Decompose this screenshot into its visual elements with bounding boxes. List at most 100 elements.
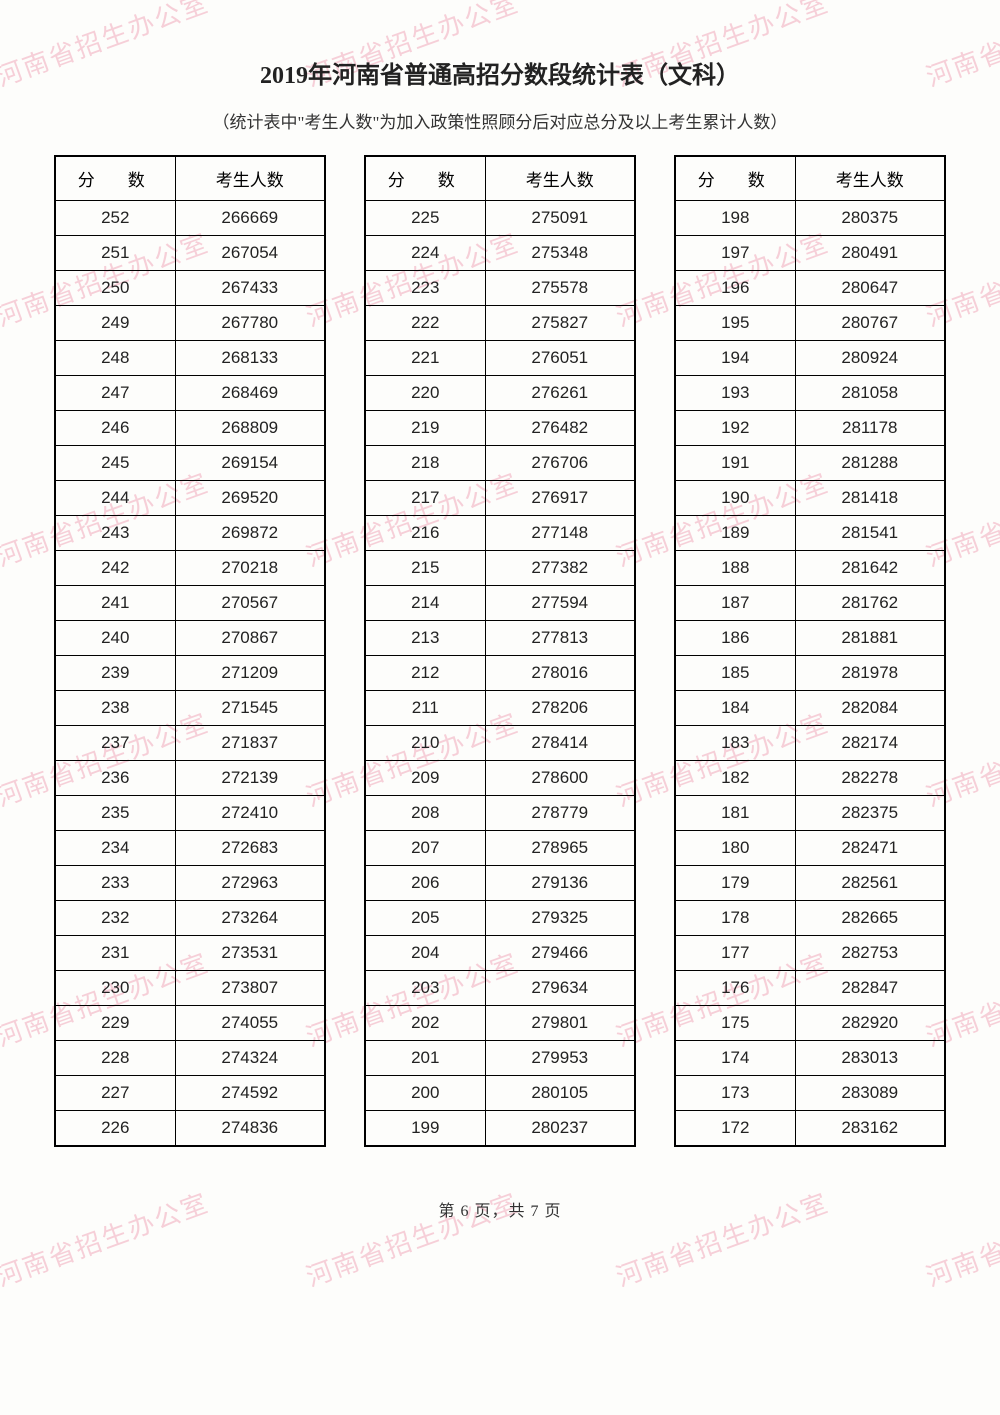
count-header: 考生人数 [175,156,325,201]
table-row: 188281642 [675,551,945,586]
table-row: 216277148 [365,516,635,551]
score-cell: 188 [675,551,795,586]
count-cell: 271837 [175,726,325,761]
score-cell: 231 [55,936,175,971]
table-row: 252266669 [55,201,325,236]
count-cell: 282561 [795,866,945,901]
count-cell: 272410 [175,796,325,831]
count-cell: 275348 [485,236,635,271]
table-row: 224275348 [365,236,635,271]
table-row: 186281881 [675,621,945,656]
score-cell: 202 [365,1006,485,1041]
score-cell: 222 [365,306,485,341]
score-cell: 186 [675,621,795,656]
score-cell: 205 [365,901,485,936]
score-cell: 240 [55,621,175,656]
count-cell: 274836 [175,1111,325,1147]
table-row: 250267433 [55,271,325,306]
score-table-0: 分 数考生人数252266669251267054250267433249267… [54,155,326,1147]
count-cell: 271209 [175,656,325,691]
count-cell: 281978 [795,656,945,691]
score-cell: 210 [365,726,485,761]
count-cell: 268469 [175,376,325,411]
table-row: 247268469 [55,376,325,411]
count-cell: 279953 [485,1041,635,1076]
count-header: 考生人数 [485,156,635,201]
count-cell: 272139 [175,761,325,796]
count-cell: 283089 [795,1076,945,1111]
table-row: 204279466 [365,936,635,971]
count-cell: 280491 [795,236,945,271]
tables-container: 分 数考生人数252266669251267054250267433249267… [0,155,1000,1147]
count-cell: 279466 [485,936,635,971]
table-row: 228274324 [55,1041,325,1076]
count-cell: 267433 [175,271,325,306]
table-row: 173283089 [675,1076,945,1111]
score-cell: 224 [365,236,485,271]
table-row: 209278600 [365,761,635,796]
score-cell: 206 [365,866,485,901]
table-row: 187281762 [675,586,945,621]
score-header: 分 数 [675,156,795,201]
count-header: 考生人数 [795,156,945,201]
count-cell: 280767 [795,306,945,341]
count-cell: 269154 [175,446,325,481]
score-cell: 228 [55,1041,175,1076]
score-cell: 182 [675,761,795,796]
count-cell: 276482 [485,411,635,446]
score-cell: 249 [55,306,175,341]
count-cell: 269872 [175,516,325,551]
score-cell: 238 [55,691,175,726]
score-cell: 232 [55,901,175,936]
score-cell: 195 [675,306,795,341]
count-cell: 267780 [175,306,325,341]
table-row: 232273264 [55,901,325,936]
count-cell: 270867 [175,621,325,656]
table-row: 227274592 [55,1076,325,1111]
count-cell: 271545 [175,691,325,726]
page-footer: 第 6 页，共 7 页 [0,1197,1000,1221]
count-cell: 281541 [795,516,945,551]
table-row: 211278206 [365,691,635,726]
count-cell: 278016 [485,656,635,691]
score-cell: 194 [675,341,795,376]
score-cell: 201 [365,1041,485,1076]
table-row: 243269872 [55,516,325,551]
score-cell: 215 [365,551,485,586]
score-cell: 212 [365,656,485,691]
count-cell: 276917 [485,481,635,516]
table-row: 220276261 [365,376,635,411]
table-row: 181282375 [675,796,945,831]
score-cell: 234 [55,831,175,866]
table-row: 221276051 [365,341,635,376]
table-row: 184282084 [675,691,945,726]
count-cell: 282920 [795,1006,945,1041]
score-cell: 239 [55,656,175,691]
table-row: 197280491 [675,236,945,271]
score-cell: 244 [55,481,175,516]
table-row: 203279634 [365,971,635,1006]
table-row: 202279801 [365,1006,635,1041]
count-cell: 272963 [175,866,325,901]
count-cell: 279801 [485,1006,635,1041]
count-cell: 270567 [175,586,325,621]
count-cell: 283013 [795,1041,945,1076]
table-row: 175282920 [675,1006,945,1041]
table-row: 236272139 [55,761,325,796]
score-cell: 235 [55,796,175,831]
count-cell: 282174 [795,726,945,761]
table-row: 174283013 [675,1041,945,1076]
table-row: 190281418 [675,481,945,516]
count-cell: 281178 [795,411,945,446]
table-row: 235272410 [55,796,325,831]
table-row: 242270218 [55,551,325,586]
table-row: 185281978 [675,656,945,691]
count-cell: 282471 [795,831,945,866]
table-row: 210278414 [365,726,635,761]
score-cell: 204 [365,936,485,971]
table-row: 207278965 [365,831,635,866]
table-row: 213277813 [365,621,635,656]
count-cell: 276051 [485,341,635,376]
count-cell: 275578 [485,271,635,306]
table-row: 214277594 [365,586,635,621]
